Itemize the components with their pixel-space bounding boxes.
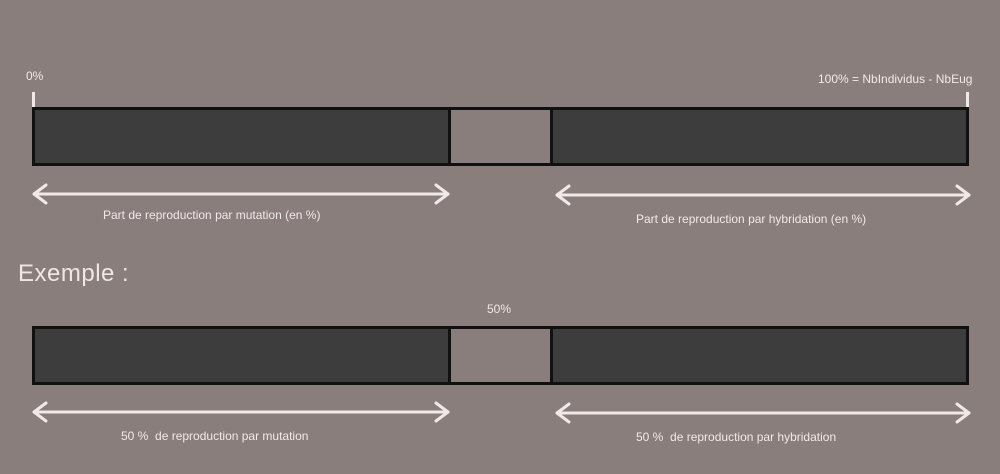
mutation-caption: Part de reproduction par mutation (en %) — [103, 208, 321, 222]
hybridation-segment — [550, 107, 969, 166]
fifty-percent-label: 50% — [487, 302, 512, 316]
example-mutation-segment — [32, 326, 451, 385]
example-mutation-caption: 50 % de reproduction par mutation — [121, 429, 309, 443]
hybridation-caption: Part de reproduction par hybridation (en… — [636, 212, 867, 226]
example-hybridation-segment — [550, 326, 969, 385]
example-hybridation-caption: 50 % de reproduction par hybridation — [636, 430, 837, 444]
example-middle-gap — [451, 326, 550, 385]
example-heading: Exemple : — [18, 260, 130, 287]
start-tick — [32, 92, 35, 107]
zero-percent-label: 0% — [26, 69, 44, 83]
hundred-percent-label: 100% = NbIndividus - NbEug — [818, 72, 973, 86]
end-tick — [966, 92, 969, 107]
mutation-segment — [32, 107, 451, 166]
middle-gap — [451, 107, 550, 166]
